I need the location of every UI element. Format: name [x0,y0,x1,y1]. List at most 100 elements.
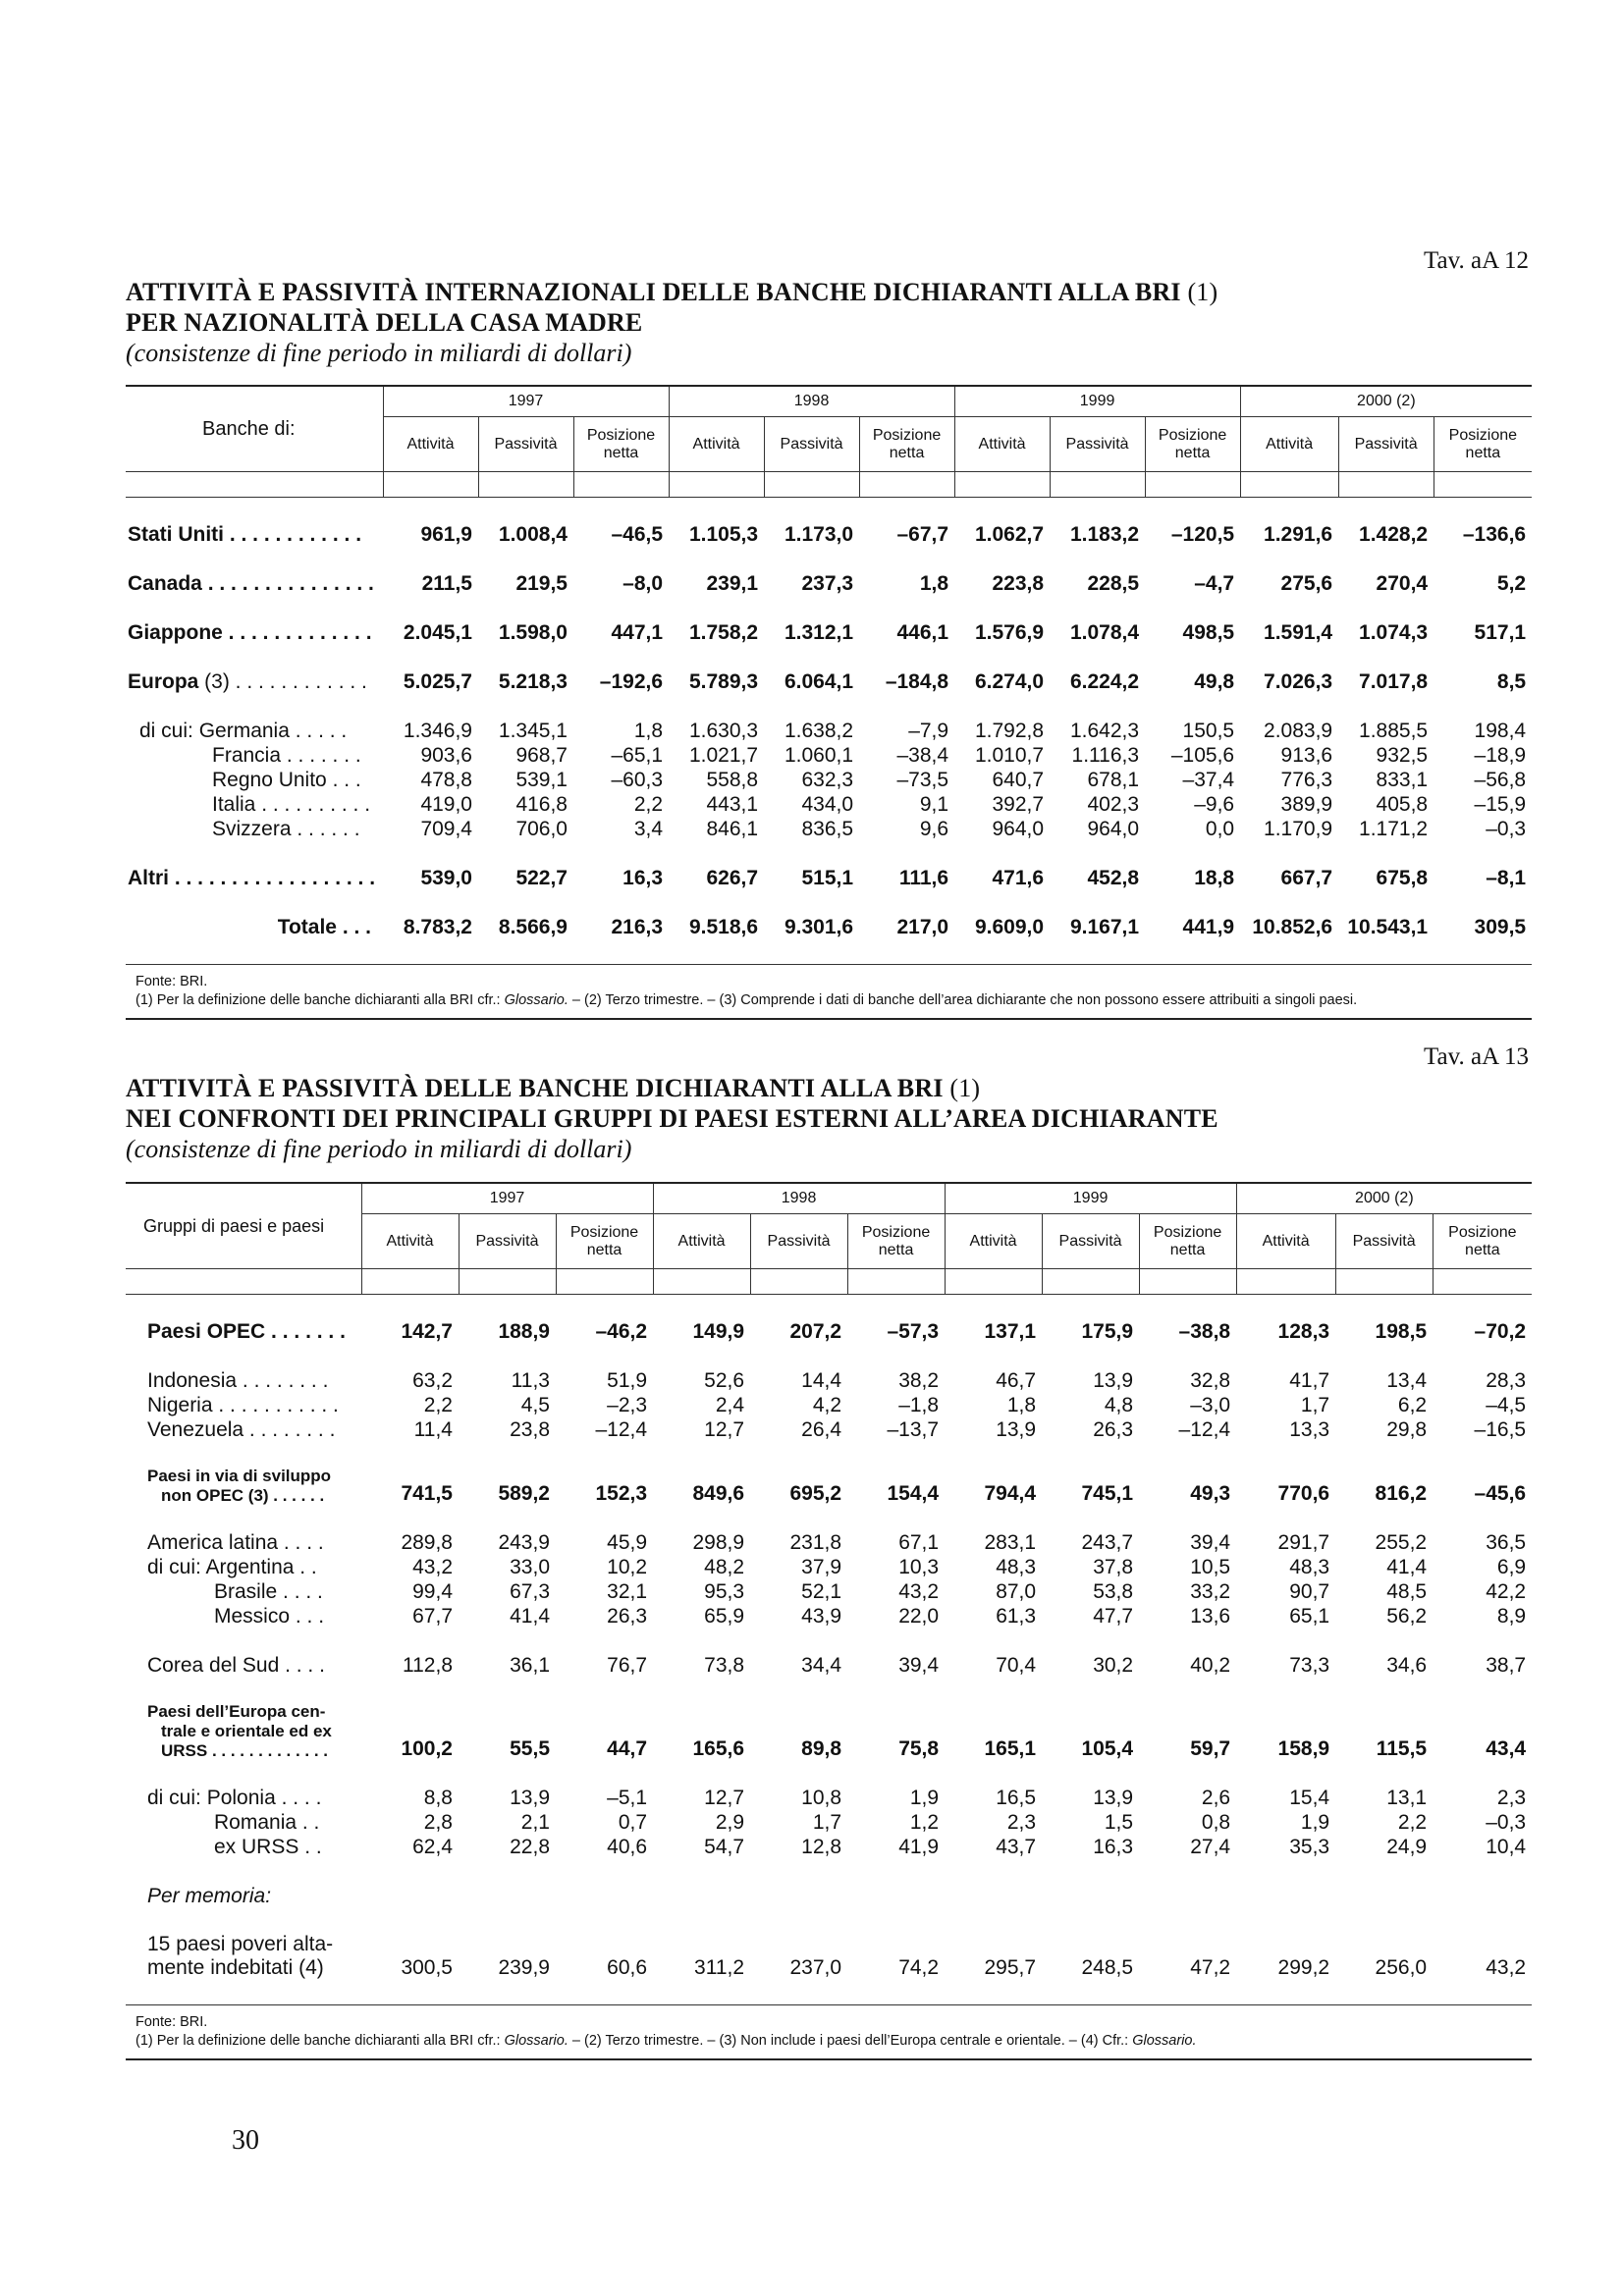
cell-value: 43,4 [1486,1737,1527,1760]
table-notes: Fonte: BRI. (1) Per la definizione delle… [126,2004,1532,2058]
table-row: Italia . . . . . . . . . . 419,0 416,8 2,2 4… [126,792,1532,817]
title-line-1: ATTIVITÀ E PASSIVITÀ DELLE BANCHE DICHIA… [126,1074,944,1102]
cell-value: 41,7 [1289,1369,1330,1392]
cell-value: 1.074,3 [1359,621,1429,644]
cell-value: 443,1 [706,793,759,816]
cell-value: 65,1 [1289,1605,1330,1628]
cell-value: 228,5 [1087,572,1140,595]
table-aA12: Banche di: 1997 1998 1999 2000 (2) Attiv… [126,385,1533,1020]
cell-value: 150,5 [1182,720,1235,742]
col-header: Posizione netta [1433,416,1533,472]
cell-value: 24,9 [1386,1836,1428,1858]
row-label-text: Altri . . . . . . . . . . . . . . . . . … [128,867,376,889]
table-row: Romania . . 2,8 2,1 0,7 2,9 1,7 1,2 2,3 1,5 0,8 1,… [126,1810,1532,1835]
table-row: Corea del Sud . . . . 112,8 36,1 76,7 73,8 34… [126,1653,1532,1678]
cell-value: 43,7 [996,1836,1037,1858]
year-header: 1997 [382,387,670,417]
row-label-line: trale e orientale ed ex [161,1722,332,1740]
row-label: Per memoria: [126,1884,361,1908]
cell-value: 2,3 [1006,1811,1037,1834]
cell-value: 667,7 [1280,867,1333,889]
cell-value: 4,5 [520,1394,550,1416]
cell-value: 56,2 [1386,1605,1428,1628]
cell-value: 42,2 [1486,1580,1527,1603]
row-label: di cui: Germania . . . . . [126,719,383,743]
cell-value [1236,1884,1335,1908]
cell-value: 964,0 [992,818,1045,840]
cell-value: –45,6 [1474,1482,1527,1505]
cell-value: 816,2 [1375,1482,1428,1505]
cell-value: 8.566,9 [498,916,568,938]
table-body: Stati Uniti . . . . . . . . . . . . 961,9… [126,498,1532,965]
cell-value: 100,2 [401,1737,453,1760]
cell-value: 1.598,0 [498,621,568,644]
cell-value: 33,2 [1190,1580,1231,1603]
cell-value: 6.224,2 [1069,670,1140,693]
cell-value: 111,6 [898,867,949,889]
cell-value: 1,7 [812,1811,842,1834]
cell-value: 2.083,9 [1264,720,1333,742]
row-label-line: 15 paesi poveri alta- [147,1933,334,1955]
cell-value: –13,7 [887,1418,940,1441]
row-label-line: mente indebitati (4) [147,1956,324,1979]
cell-value: 0,0 [1205,818,1235,840]
cell-value: 217,0 [896,916,949,938]
cell-value: 964,0 [1087,818,1140,840]
cell-value: 539,0 [420,867,472,889]
cell-value: –192,6 [599,670,664,693]
row-label-text: Francia . . . . . . . [212,744,361,767]
row-label: Indonesia . . . . . . . . [126,1368,361,1393]
footnote-glossary: Glossario. [504,992,568,1008]
cell-value: 932,5 [1376,744,1429,767]
cell-value: 12,7 [704,1418,745,1441]
col-header: Posizione netta [1138,1213,1237,1269]
cell-value: 23,8 [510,1418,550,1441]
cell-value: 67,7 [412,1605,453,1628]
cell-value: –38,4 [896,744,949,767]
col-header: Posizione netta [1432,1213,1533,1269]
table-aA13: Gruppi di paesi e paesi 1997 1998 1999 2… [126,1182,1533,2060]
cell-value: 61,3 [996,1605,1037,1628]
title-line-2: NEI CONFRONTI DEI PRINCIPALI GRUPPI DI P… [126,1104,1218,1133]
cell-value: 6.064,1 [784,670,854,693]
cell-value: 695,2 [789,1482,842,1505]
cell-value: 26,3 [607,1605,648,1628]
footnote-glossary: Glossario. [1132,2033,1197,2049]
cell-value: 28,3 [1486,1369,1527,1392]
cell-value: 1.171,2 [1359,818,1429,840]
cell-value: 52,6 [704,1369,745,1392]
cell-value: 43,9 [801,1605,842,1628]
cell-value: 295,7 [984,1956,1037,1979]
cell-value: 447,1 [611,621,664,644]
cell-value: –73,5 [896,769,949,791]
cell-value: 10.543,1 [1347,916,1429,938]
table-number: Tav. aA 12 [1423,247,1529,274]
row-label-text: Svizzera . . . . . . [212,818,360,840]
cell-value: 211,5 [421,572,472,595]
cell-value: 188,9 [498,1320,550,1343]
source-note: Fonte: BRI. [135,2014,208,2030]
cell-value: 283,1 [984,1531,1037,1554]
cell-value: 37,8 [1093,1556,1134,1578]
cell-value: 632,3 [801,769,854,791]
cell-value: 2,4 [715,1394,745,1416]
cell-value: 73,3 [1289,1654,1330,1677]
cell-value: 29,8 [1386,1418,1428,1441]
table-row: Per memoria: [126,1884,1532,1908]
col-header: Passività [1049,416,1146,472]
cell-value: 95,3 [704,1580,745,1603]
row-label-suffix: (3) . . . . . . . . . . . . [198,670,367,693]
cell-value: 142,7 [401,1320,453,1343]
cell-value: 2,2 [423,1394,453,1416]
cell-value [1433,1884,1532,1908]
cell-value: 198,5 [1375,1320,1428,1343]
cell-value: –37,4 [1182,769,1235,791]
col-header: Passività [1334,1213,1434,1269]
row-label-text: Europa [128,670,199,693]
table-row: Totale . . . 8.783,2 8.566,9 216,3 9.518,6 9.… [126,915,1532,939]
cell-value: 6.274,0 [974,670,1045,693]
cell-value: 1.758,2 [688,621,759,644]
data-table: Banche di: 1997 1998 1999 2000 (2) Attiv… [126,387,1533,965]
row-label: Francia . . . . . . . [126,743,383,768]
cell-value: 1,9 [909,1787,940,1809]
